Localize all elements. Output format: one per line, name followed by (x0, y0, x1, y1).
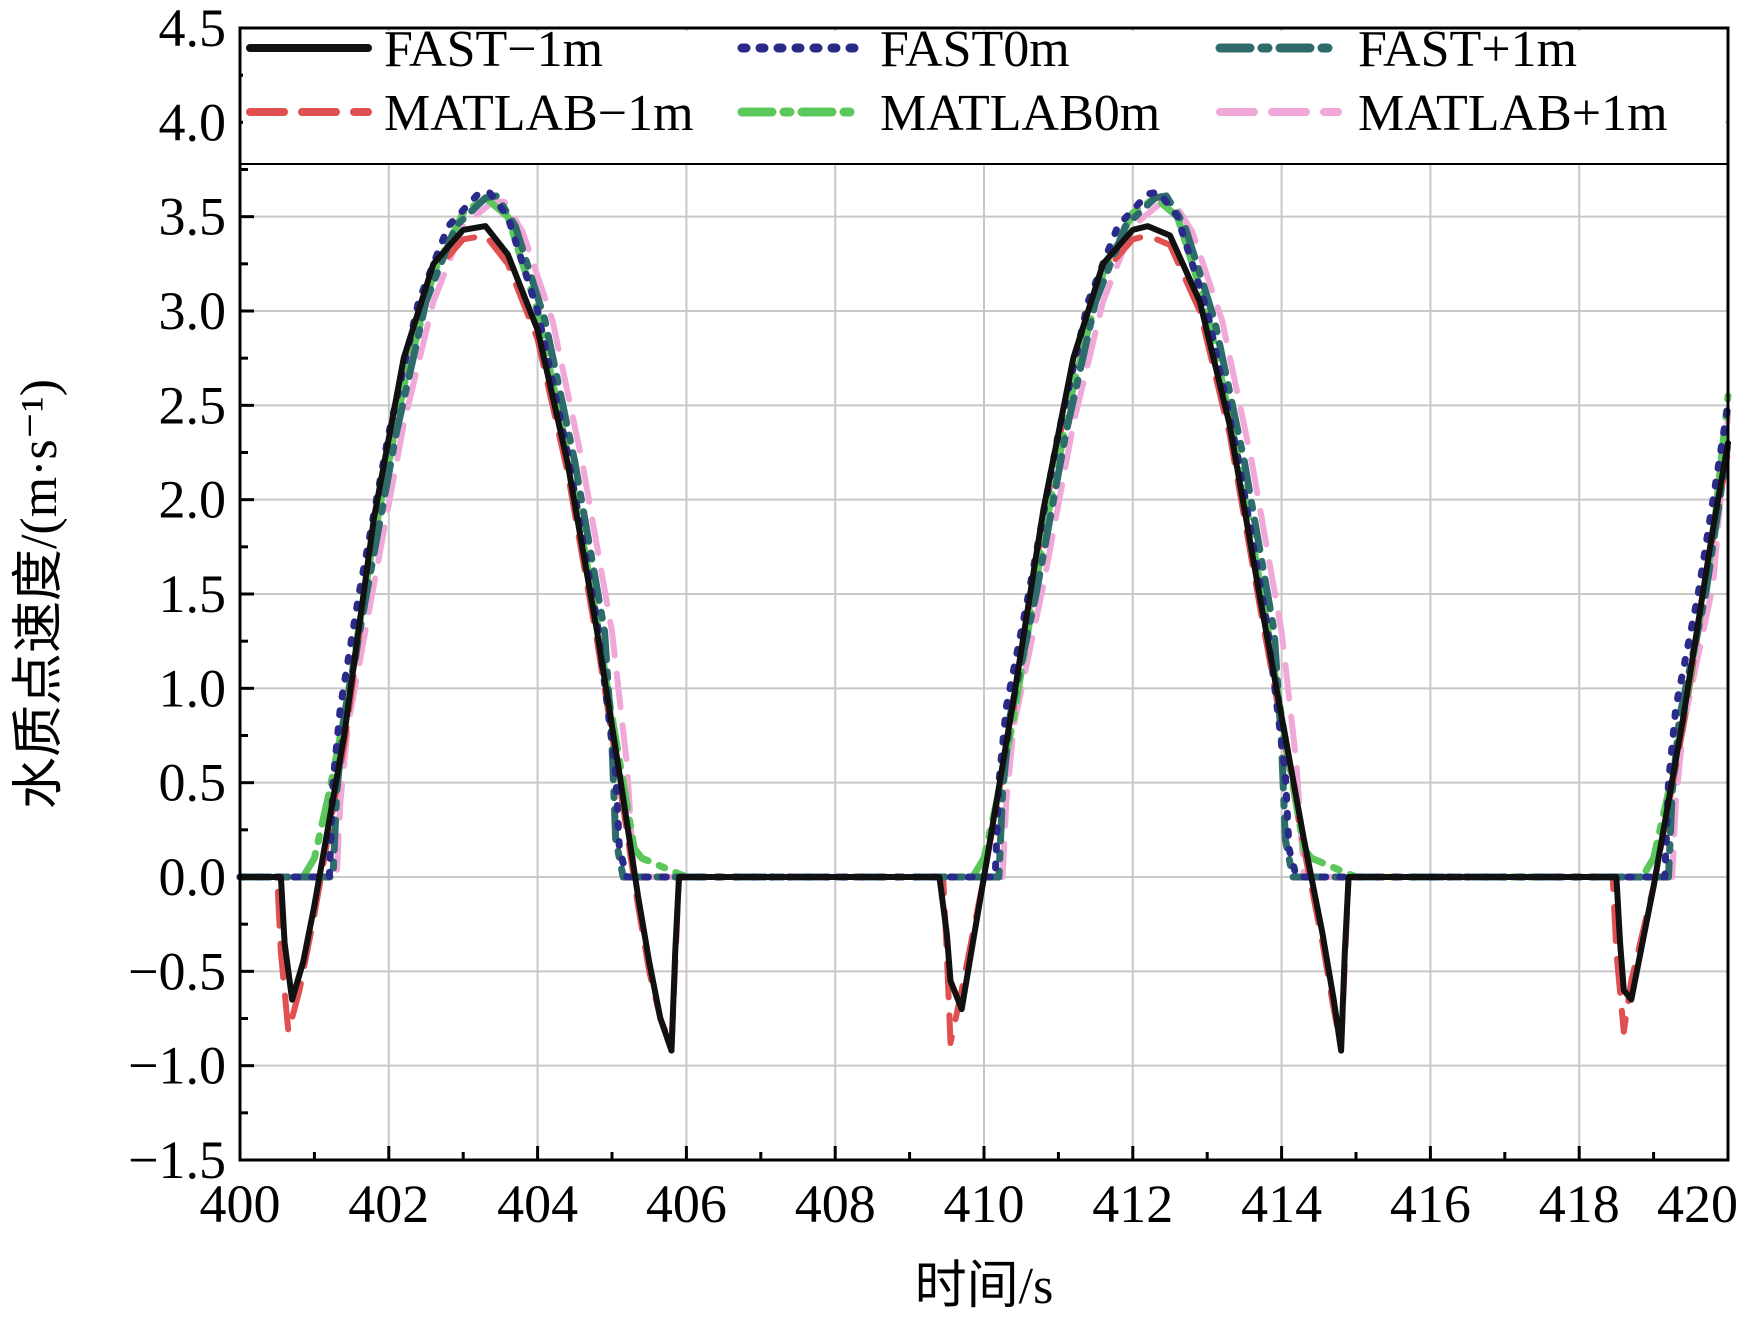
y-tick-label: 2.5 (159, 375, 227, 435)
y-tick-label: 3.5 (159, 187, 227, 247)
y-tick-label: 4.0 (159, 92, 227, 152)
x-tick-label: 410 (944, 1174, 1025, 1234)
legend-background (243, 31, 1725, 164)
x-tick-label: 402 (348, 1174, 429, 1234)
y-tick-label: 0.5 (159, 753, 227, 813)
series-line-0 (237, 223, 1731, 1054)
y-tick-label: −1.5 (128, 1130, 226, 1190)
plot-frame (238, 26, 1730, 1162)
y-axis-title: 水质点速度/(m·s⁻¹) (11, 379, 68, 809)
y-tick-label: 1.0 (159, 658, 227, 718)
x-tick-label: 408 (795, 1174, 876, 1234)
x-tick-label: 414 (1241, 1174, 1322, 1234)
legend: FAST−1m FAST0m FAST+1m MATLAB−1m MATLAB0m MAT… (240, 21, 1728, 165)
y-tick-labels: −1.5 −1.0 −0.5 0.0 0.5 1.0 1.5 2.0 2.5 3.0 3.5 4.0 4… (128, 0, 226, 1190)
y-tick-label: 0.0 (159, 847, 227, 907)
legend-label-0: FAST−1m (384, 21, 603, 78)
legend-label-4: MATLAB0m (880, 85, 1160, 142)
y-tick-label: −0.5 (128, 941, 226, 1001)
x-axis-title: 时间/s (915, 1258, 1054, 1315)
x-tick-labels: 400 402 404 406 408 410 412 414 416 418 420 (200, 1174, 1739, 1234)
x-tick-label: 412 (1092, 1174, 1173, 1234)
legend-label-5: MATLAB+1m (1358, 85, 1668, 142)
legend-label-2: FAST+1m (1358, 21, 1577, 78)
y-tick-label: 3.0 (159, 281, 227, 341)
x-tick-label: 406 (646, 1174, 727, 1234)
series-line-5 (237, 198, 1731, 880)
series-line-1 (236, 188, 1732, 881)
y-tick-label: −1.0 (128, 1036, 226, 1096)
series-layer (236, 188, 1732, 1054)
x-tick-label: 400 (200, 1174, 281, 1234)
legend-label-3: MATLAB−1m (384, 85, 694, 142)
y-tick-label: 4.5 (159, 0, 227, 58)
x-tick-label: 420 (1657, 1174, 1738, 1234)
x-tick-label: 418 (1539, 1174, 1620, 1234)
y-tick-label: 2.0 (159, 470, 227, 530)
y-tick-label: 1.5 (159, 564, 227, 624)
x-tick-label: 404 (497, 1174, 578, 1234)
x-tick-label: 416 (1390, 1174, 1471, 1234)
legend-label-1: FAST0m (880, 21, 1070, 78)
